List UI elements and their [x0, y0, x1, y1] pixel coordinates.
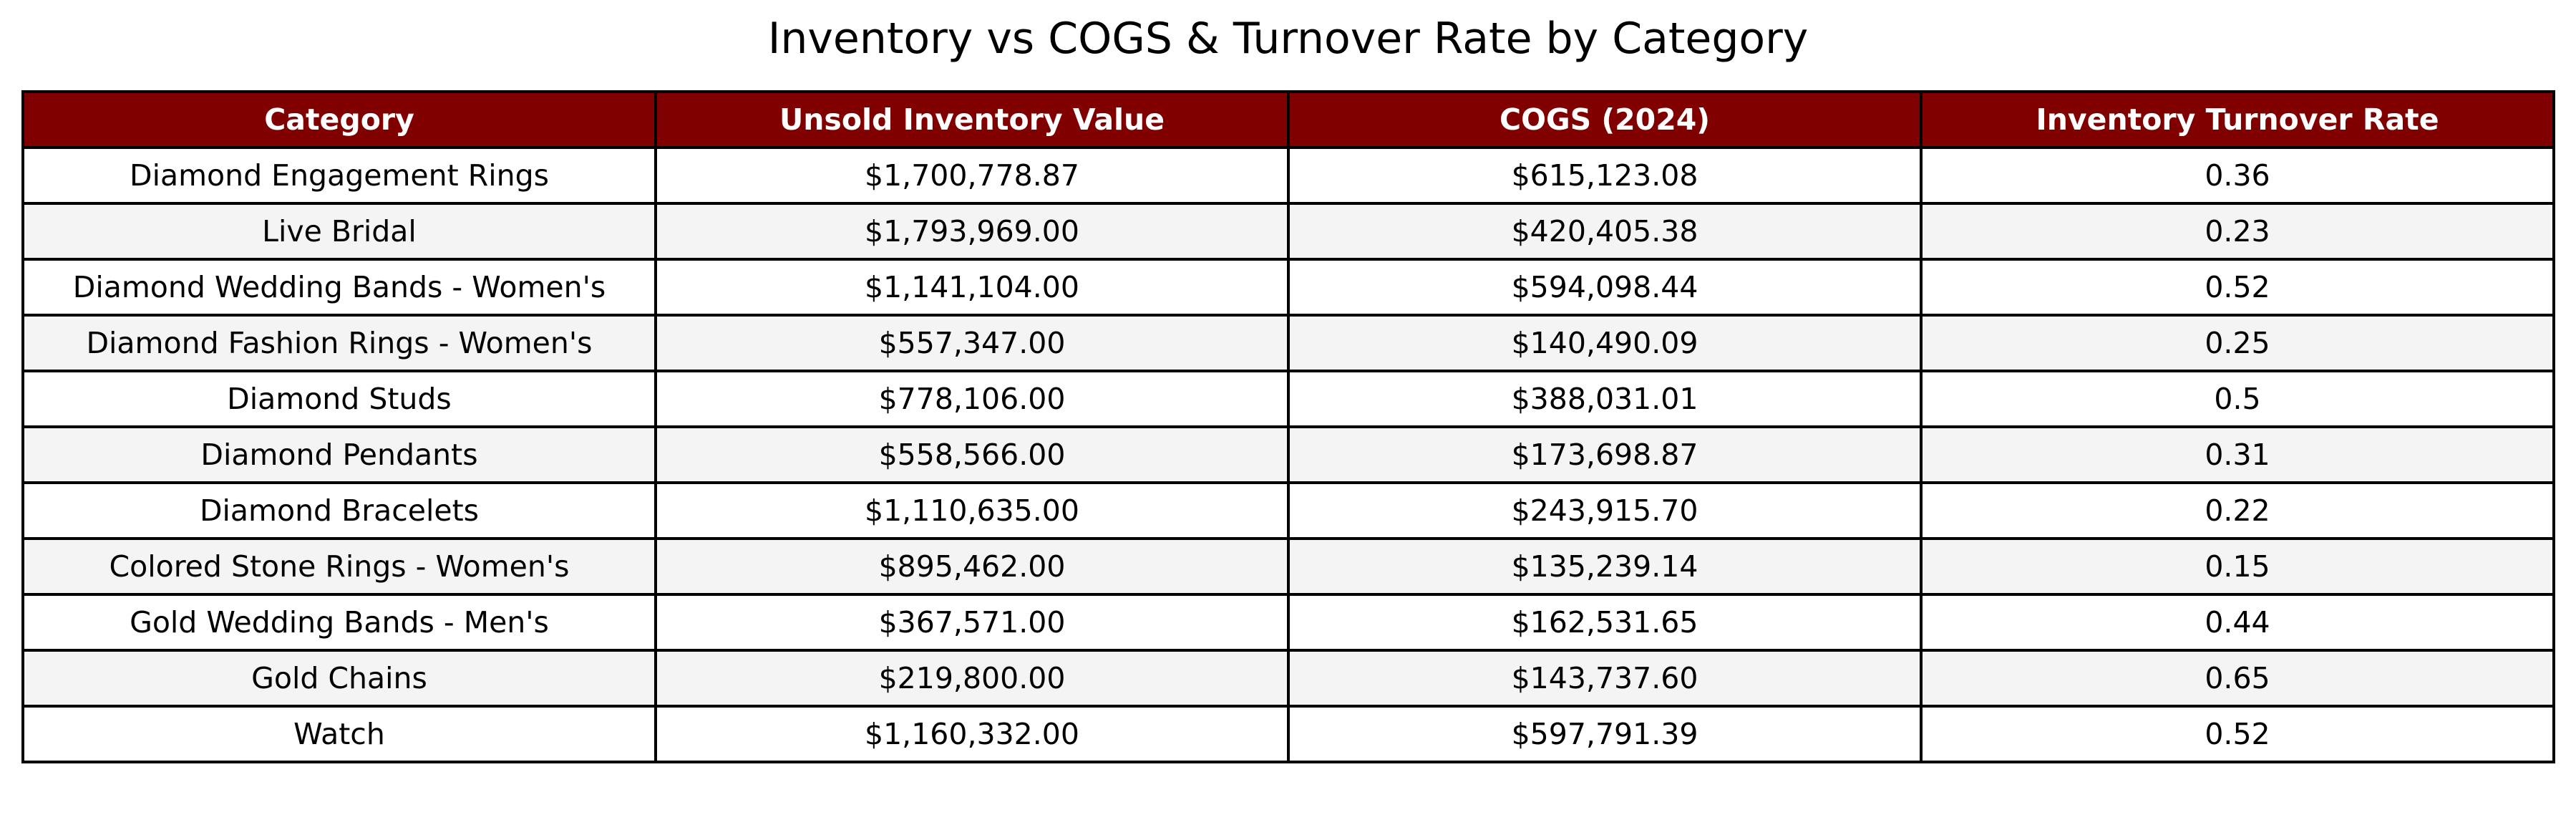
- table-row: Watch $1,160,332.00 $597,791.39 0.52: [21, 705, 2555, 763]
- cell-category: Diamond Engagement Rings: [21, 146, 657, 205]
- table-body: Diamond Engagement Rings $1,700,778.87 $61…: [21, 146, 2555, 763]
- cell-unsold-inventory-value: $558,566.00: [654, 425, 1290, 484]
- table-row: Diamond Wedding Bands - Women's $1,141,10…: [21, 258, 2555, 317]
- cell-category: Live Bridal: [21, 202, 657, 261]
- cell-category: Diamond Pendants: [21, 425, 657, 484]
- cell-category: Watch: [21, 705, 657, 763]
- cell-cogs-2024: $143,737.60: [1287, 649, 1923, 708]
- header-cell-category: Category: [21, 90, 657, 149]
- cell-unsold-inventory-value: $1,700,778.87: [654, 146, 1290, 205]
- table-row: Gold Chains $219,800.00 $143,737.60 0.65: [21, 649, 2555, 708]
- cell-category: Gold Wedding Bands - Men's: [21, 593, 657, 652]
- cell-cogs-2024: $173,698.87: [1287, 425, 1923, 484]
- cell-unsold-inventory-value: $1,141,104.00: [654, 258, 1290, 317]
- data-table: Category Unsold Inventory Value COGS (20…: [21, 90, 2555, 763]
- table-row: Gold Wedding Bands - Men's $367,571.00 $16…: [21, 593, 2555, 652]
- cell-cogs-2024: $615,123.08: [1287, 146, 1923, 205]
- cell-cogs-2024: $420,405.38: [1287, 202, 1923, 261]
- cell-inventory-turnover-rate: 0.31: [1920, 425, 2555, 484]
- cell-unsold-inventory-value: $219,800.00: [654, 649, 1290, 708]
- cell-inventory-turnover-rate: 0.44: [1920, 593, 2555, 652]
- table-row: Diamond Studs $778,106.00 $388,031.01 0.5: [21, 370, 2555, 428]
- cell-inventory-turnover-rate: 0.23: [1920, 202, 2555, 261]
- cell-cogs-2024: $243,915.70: [1287, 481, 1923, 540]
- cell-category: Gold Chains: [21, 649, 657, 708]
- cell-inventory-turnover-rate: 0.25: [1920, 314, 2555, 372]
- cell-cogs-2024: $597,791.39: [1287, 705, 1923, 763]
- cell-category: Diamond Studs: [21, 370, 657, 428]
- cell-cogs-2024: $135,239.14: [1287, 537, 1923, 596]
- header-cell-inventory-turnover-rate: Inventory Turnover Rate: [1920, 90, 2555, 149]
- cell-category: Diamond Bracelets: [21, 481, 657, 540]
- cell-unsold-inventory-value: $557,347.00: [654, 314, 1290, 372]
- cell-inventory-turnover-rate: 0.65: [1920, 649, 2555, 708]
- table-row: Diamond Bracelets $1,110,635.00 $243,915.7…: [21, 481, 2555, 540]
- cell-unsold-inventory-value: $778,106.00: [654, 370, 1290, 428]
- cell-inventory-turnover-rate: 0.36: [1920, 146, 2555, 205]
- cell-category: Diamond Fashion Rings - Women's: [21, 314, 657, 372]
- cell-inventory-turnover-rate: 0.22: [1920, 481, 2555, 540]
- table-row: Diamond Engagement Rings $1,700,778.87 $61…: [21, 146, 2555, 205]
- cell-inventory-turnover-rate: 0.52: [1920, 705, 2555, 763]
- cell-cogs-2024: $162,531.65: [1287, 593, 1923, 652]
- cell-inventory-turnover-rate: 0.5: [1920, 370, 2555, 428]
- cell-unsold-inventory-value: $1,160,332.00: [654, 705, 1290, 763]
- table-row: Diamond Fashion Rings - Women's $557,347.…: [21, 314, 2555, 372]
- header-cell-cogs-2024: COGS (2024): [1287, 90, 1923, 149]
- cell-unsold-inventory-value: $1,793,969.00: [654, 202, 1290, 261]
- cell-unsold-inventory-value: $895,462.00: [654, 537, 1290, 596]
- cell-cogs-2024: $388,031.01: [1287, 370, 1923, 428]
- cell-inventory-turnover-rate: 0.52: [1920, 258, 2555, 317]
- cell-inventory-turnover-rate: 0.15: [1920, 537, 2555, 596]
- cell-category: Diamond Wedding Bands - Women's: [21, 258, 657, 317]
- table-row: Diamond Pendants $558,566.00 $173,698.87 0.…: [21, 425, 2555, 484]
- header-cell-unsold-inventory-value: Unsold Inventory Value: [654, 90, 1290, 149]
- chart-title: Inventory vs COGS & Turnover Rate by Cat…: [767, 14, 1809, 64]
- cell-unsold-inventory-value: $1,110,635.00: [654, 481, 1290, 540]
- cell-unsold-inventory-value: $367,571.00: [654, 593, 1290, 652]
- cell-cogs-2024: $140,490.09: [1287, 314, 1923, 372]
- header-row: Category Unsold Inventory Value COGS (20…: [21, 90, 2555, 149]
- cell-cogs-2024: $594,098.44: [1287, 258, 1923, 317]
- cell-category: Colored Stone Rings - Women's: [21, 537, 657, 596]
- table-row: Live Bridal $1,793,969.00 $420,405.38 0.23: [21, 202, 2555, 261]
- table-row: Colored Stone Rings - Women's $895,462.00…: [21, 537, 2555, 596]
